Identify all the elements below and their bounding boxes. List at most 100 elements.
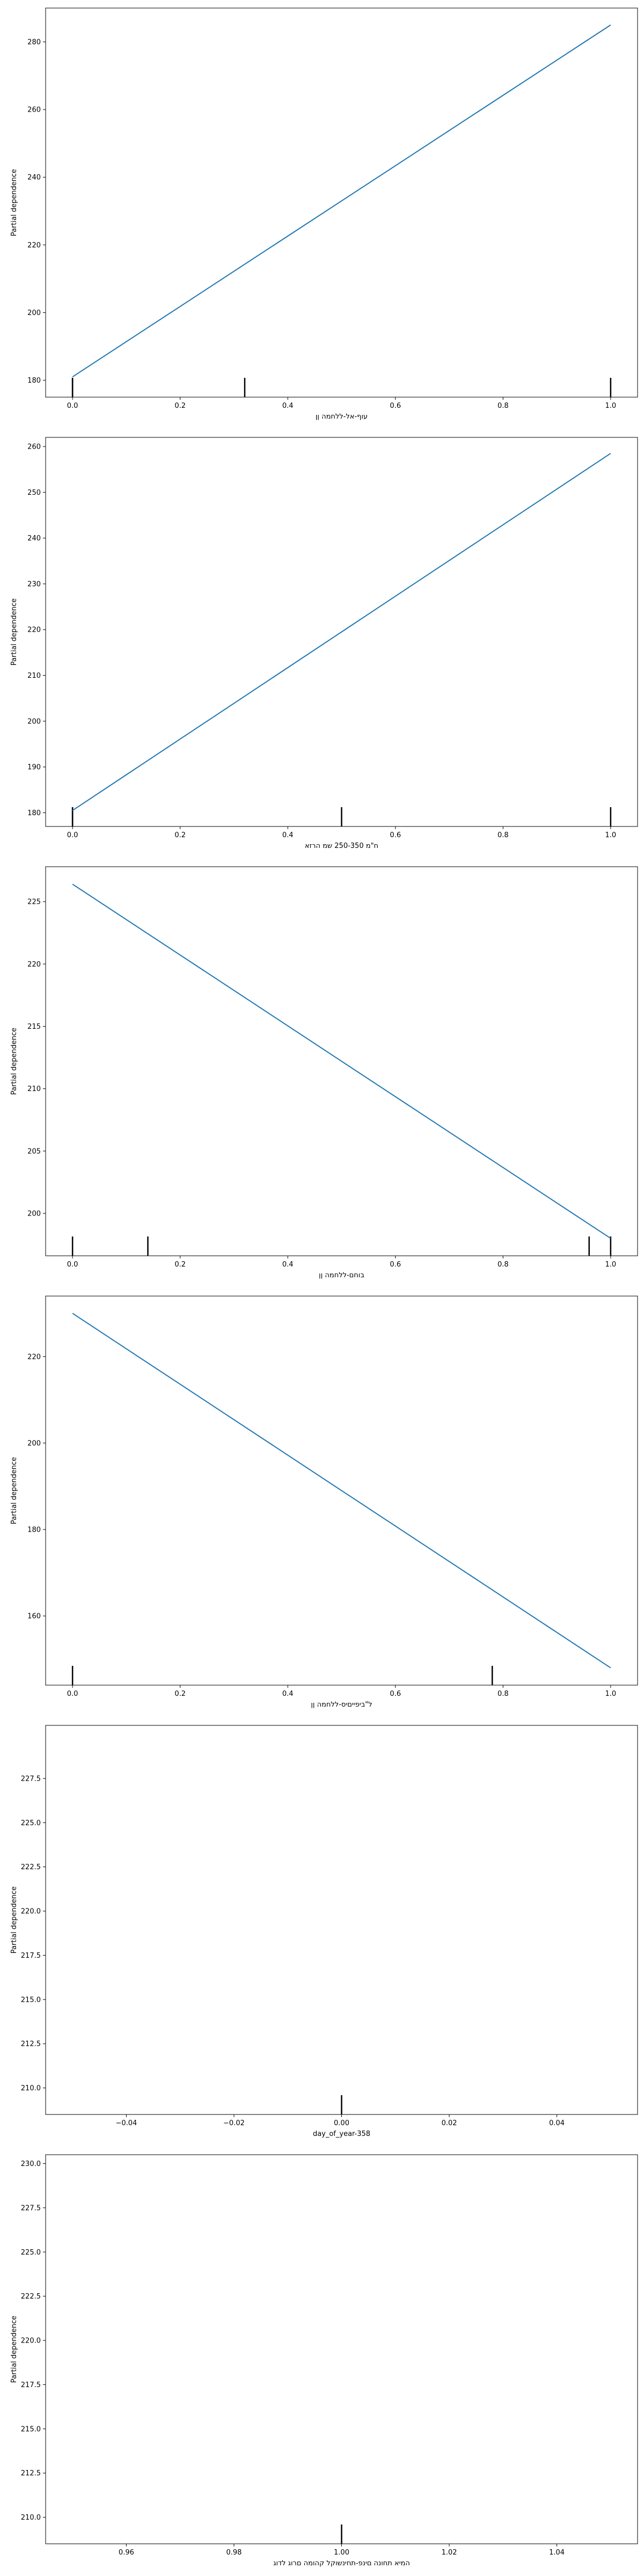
y-tick-label: 210: [27, 672, 41, 680]
x-tick-label: 0.6: [390, 831, 401, 839]
y-tick-label: 220: [27, 961, 41, 969]
y-tick-label: 212.5: [21, 2470, 41, 2478]
x-tick-label: 0.2: [174, 831, 186, 839]
y-axis-label: Partial dependence: [10, 598, 18, 665]
x-tick-label: 0.96: [119, 2549, 134, 2557]
x-tick-label: 0.2: [174, 1261, 186, 1269]
y-tick-label: 280: [27, 39, 41, 47]
y-tick-label: 180: [27, 1526, 41, 1534]
x-tick-label: 0.0: [67, 1690, 78, 1698]
x-tick-label: 0.0: [67, 402, 78, 410]
y-tick-label: 210.0: [21, 2084, 41, 2092]
chart-panel-1: 0.0 0.2 0.4 0.6 0.8 1.0 180 200 220 240 260 280 עוף-…: [10, 8, 638, 421]
x-tick-label: 0.6: [390, 1261, 401, 1269]
y-tick-label: 217.5: [21, 2381, 41, 2389]
y-tick-label: 210.0: [21, 2514, 41, 2522]
x-tick-label: 0.4: [282, 402, 294, 410]
x-tick-label: 0.4: [282, 1690, 294, 1698]
y-tick-label: 210: [27, 1085, 41, 1093]
x-tick-label: 0.0: [67, 831, 78, 839]
chart-panel-4: 0.0 0.2 0.4 0.6 0.8 1.0 160 180 200 220 ל"ביפייםיס…: [10, 1296, 638, 1709]
axes-frame: [45, 1725, 638, 2115]
partial-dependence-line: [72, 883, 611, 1239]
x-tick-label: 0.8: [497, 402, 509, 410]
x-tick-label: −0.04: [115, 2119, 137, 2127]
axes-frame: [45, 866, 638, 1256]
chart-panel-2: 0.0 0.2 0.4 0.6 0.8 1.0 180 190 200 210 220 230 240 2…: [10, 437, 638, 850]
x-tick-label: 1.04: [549, 2549, 565, 2557]
y-tick-label: 180: [27, 809, 41, 817]
x-tick-label: 0.4: [282, 1261, 294, 1269]
x-axis-label: המיא תחונה םינפ-תחינשוקל קהומה םרוג לדוג: [273, 2559, 410, 2567]
x-tick-label: 1.0: [605, 1690, 617, 1698]
y-tick-label: 215.0: [21, 2425, 41, 2433]
x-tick-label: 1.02: [442, 2549, 457, 2557]
x-tick-label: 0.02: [442, 2119, 457, 2127]
y-tick-label: 217.5: [21, 1952, 41, 1960]
y-tick-label: 200: [27, 309, 41, 317]
y-tick-label: 250: [27, 489, 41, 497]
x-axis-label: ל"ביפייםיס-ללחמה ןן: [311, 1701, 372, 1709]
y-tick-label: 220: [27, 241, 41, 250]
y-tick-label: 205: [27, 1147, 41, 1155]
partial-dependence-line: [72, 24, 611, 378]
x-tick-label: 0.6: [390, 1690, 401, 1698]
partial-dependence-line: [72, 1313, 611, 1668]
y-tick-label: 200: [27, 718, 41, 726]
axes-frame: [45, 2154, 638, 2544]
y-tick-label: 240: [27, 535, 41, 543]
y-tick-label: 220.0: [21, 1908, 41, 1916]
x-tick-label: 0.0: [67, 1261, 78, 1269]
y-axis-label: Partial dependence: [10, 1457, 18, 1524]
x-tick-label: 0.4: [282, 831, 294, 839]
y-tick-label: 240: [27, 174, 41, 182]
partial-dependence-line: [72, 453, 611, 811]
y-tick-label: 260: [27, 443, 41, 451]
y-axis-label: Partial dependence: [10, 1886, 18, 1953]
x-tick-label: 1.00: [334, 2549, 349, 2557]
y-tick-label: 227.5: [21, 2204, 41, 2212]
x-axis-label: day_of_year-358: [313, 2130, 370, 2138]
chart-panel-6: 0.96 0.98 1.00 1.02 1.04 210.0 212.5 215.0 217.5…: [10, 2154, 638, 2567]
y-tick-label: 225.0: [21, 1819, 41, 1827]
y-tick-label: 160: [27, 1613, 41, 1621]
y-tick-label: 225.0: [21, 2249, 41, 2257]
y-tick-label: 215: [27, 1023, 41, 1031]
y-axis-label: Partial dependence: [10, 2316, 18, 2383]
x-tick-label: 0.00: [334, 2119, 349, 2127]
y-axis-label: Partial dependence: [10, 1028, 18, 1095]
chart-panel-3: 0.0 0.2 0.4 0.6 0.8 1.0 200 205 210 215 220 225 בוחם…: [10, 866, 638, 1279]
x-tick-label: 1.0: [605, 402, 617, 410]
x-axis-label: עוף-אל-ללחמה ןן: [316, 413, 368, 421]
y-tick-label: 215.0: [21, 1996, 41, 2004]
y-tick-label: 220.0: [21, 2337, 41, 2345]
x-tick-label: 0.8: [497, 831, 509, 839]
x-tick-label: 0.8: [497, 1690, 509, 1698]
y-tick-label: 230.0: [21, 2160, 41, 2168]
x-tick-label: 0.8: [497, 1261, 509, 1269]
y-tick-label: 200: [27, 1439, 41, 1447]
axes-frame: [45, 8, 638, 398]
x-tick-label: 1.0: [605, 1261, 617, 1269]
axes-frame: [45, 1296, 638, 1686]
y-tick-label: 230: [27, 580, 41, 588]
y-axis-label: Partial dependence: [10, 169, 18, 236]
x-tick-label: 0.2: [174, 402, 186, 410]
x-axis-label: בוחם-ללחמה ןן: [319, 1271, 364, 1279]
y-tick-label: 200: [27, 1210, 41, 1218]
y-tick-label: 190: [27, 764, 41, 772]
y-tick-label: 220: [27, 1353, 41, 1361]
y-tick-label: 227.5: [21, 1775, 41, 1783]
x-tick-label: 0.2: [174, 1690, 186, 1698]
x-tick-label: −0.02: [223, 2119, 245, 2127]
x-tick-label: 0.98: [226, 2549, 241, 2557]
y-tick-label: 222.5: [21, 2293, 41, 2301]
y-tick-label: 212.5: [21, 2040, 41, 2048]
x-tick-label: 0.6: [390, 402, 401, 410]
x-tick-label: 0.04: [549, 2119, 565, 2127]
x-tick-label: 1.0: [605, 831, 617, 839]
y-tick-label: 180: [27, 377, 41, 385]
x-axis-label: ח"מ 250-350 שמ הרזא: [305, 842, 378, 850]
y-tick-label: 260: [27, 106, 41, 114]
